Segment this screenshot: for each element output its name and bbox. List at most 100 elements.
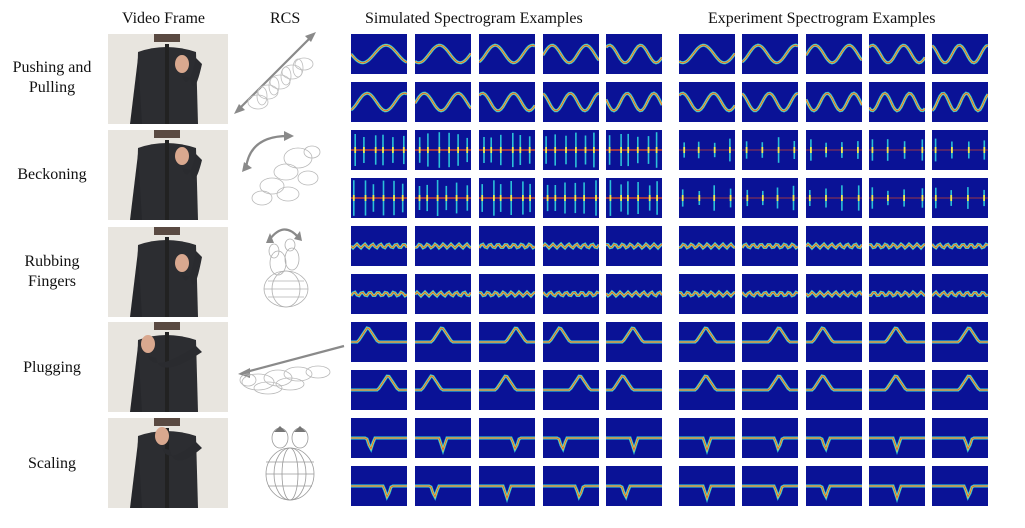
experiment-spectrogram bbox=[932, 34, 988, 74]
row-label-rubbing-fingers: Rubbing Fingers bbox=[4, 252, 100, 292]
simulated-spectrogram bbox=[543, 34, 599, 74]
row-label-pushing-pulling: Pushing and Pulling bbox=[4, 58, 100, 98]
video-frame-photo bbox=[108, 34, 228, 124]
row-label-scaling: Scaling bbox=[4, 454, 100, 474]
rcs-model-plugging bbox=[228, 322, 348, 412]
experiment-spectrogram bbox=[869, 274, 925, 314]
simulated-spectrogram bbox=[351, 130, 407, 170]
row-label-line: Scaling bbox=[28, 455, 76, 472]
experiment-spectrogram bbox=[679, 34, 735, 74]
simulated-spectrogram bbox=[543, 418, 599, 458]
experiment-spectrogram bbox=[806, 130, 862, 170]
experiment-spectrogram bbox=[932, 130, 988, 170]
rcs-model-rubbing bbox=[228, 223, 348, 313]
simulated-spectrogram bbox=[606, 274, 662, 314]
video-frame-photo bbox=[108, 130, 228, 220]
experiment-spectrogram bbox=[932, 322, 988, 362]
simulated-spectrogram bbox=[479, 466, 535, 506]
experiment-spectrogram bbox=[869, 82, 925, 122]
experiment-spectrogram bbox=[806, 82, 862, 122]
experiment-spectrogram bbox=[869, 370, 925, 410]
simulated-spectrogram bbox=[415, 370, 471, 410]
simulated-spectrogram bbox=[351, 226, 407, 266]
experiment-spectrogram bbox=[679, 418, 735, 458]
experiment-spectrogram bbox=[932, 466, 988, 506]
experiment-spectrogram bbox=[806, 34, 862, 74]
experiment-spectrogram bbox=[742, 322, 798, 362]
experiment-spectrogram bbox=[932, 274, 988, 314]
experiment-spectrogram bbox=[932, 82, 988, 122]
simulated-spectrogram bbox=[543, 226, 599, 266]
simulated-spectrogram bbox=[543, 322, 599, 362]
experiment-spectrogram bbox=[742, 226, 798, 266]
experiment-spectrogram bbox=[932, 370, 988, 410]
simulated-spectrogram bbox=[415, 226, 471, 266]
simulated-spectrogram bbox=[479, 178, 535, 218]
simulated-spectrogram bbox=[415, 130, 471, 170]
row-label-line: Pushing and bbox=[12, 59, 92, 76]
simulated-spectrogram bbox=[606, 226, 662, 266]
simulated-spectrogram bbox=[606, 466, 662, 506]
simulated-spectrogram bbox=[479, 34, 535, 74]
header-simulated: Simulated Spectrogram Examples bbox=[365, 10, 583, 27]
video-frame-photo bbox=[108, 227, 228, 317]
experiment-spectrogram bbox=[742, 274, 798, 314]
simulated-spectrogram bbox=[543, 130, 599, 170]
experiment-spectrogram bbox=[806, 178, 862, 218]
simulated-spectrogram bbox=[606, 34, 662, 74]
simulated-spectrogram bbox=[479, 274, 535, 314]
experiment-spectrogram bbox=[806, 418, 862, 458]
row-label-line: Pulling bbox=[28, 79, 76, 96]
experiment-spectrogram bbox=[679, 322, 735, 362]
experiment-spectrogram bbox=[679, 226, 735, 266]
experiment-spectrogram bbox=[806, 322, 862, 362]
row-label-line: Fingers bbox=[28, 273, 76, 290]
experiment-spectrogram bbox=[679, 178, 735, 218]
rcs-model-scaling bbox=[228, 418, 348, 508]
simulated-spectrogram bbox=[606, 322, 662, 362]
person-figure bbox=[108, 418, 228, 508]
experiment-spectrogram bbox=[679, 274, 735, 314]
simulated-spectrogram bbox=[415, 466, 471, 506]
simulated-spectrogram bbox=[415, 34, 471, 74]
experiment-spectrogram bbox=[742, 178, 798, 218]
row-label-beckoning: Beckoning bbox=[4, 165, 100, 185]
experiment-spectrogram bbox=[679, 370, 735, 410]
simulated-spectrogram bbox=[415, 274, 471, 314]
simulated-spectrogram bbox=[479, 322, 535, 362]
experiment-spectrogram bbox=[679, 130, 735, 170]
experiment-spectrogram bbox=[742, 370, 798, 410]
simulated-spectrogram bbox=[479, 82, 535, 122]
experiment-spectrogram bbox=[679, 82, 735, 122]
simulated-spectrogram bbox=[479, 130, 535, 170]
simulated-spectrogram bbox=[415, 178, 471, 218]
simulated-spectrogram bbox=[351, 418, 407, 458]
rcs-model-beckoning bbox=[228, 128, 348, 218]
experiment-spectrogram bbox=[869, 130, 925, 170]
simulated-spectrogram bbox=[415, 322, 471, 362]
person-figure bbox=[108, 322, 228, 412]
experiment-spectrogram bbox=[869, 322, 925, 362]
experiment-spectrogram bbox=[869, 226, 925, 266]
simulated-spectrogram bbox=[351, 274, 407, 314]
header-experiment: Experiment Spectrogram Examples bbox=[708, 10, 936, 27]
experiment-spectrogram bbox=[932, 178, 988, 218]
simulated-spectrogram bbox=[543, 274, 599, 314]
simulated-spectrogram bbox=[479, 226, 535, 266]
simulated-spectrogram bbox=[479, 418, 535, 458]
simulated-spectrogram bbox=[415, 82, 471, 122]
experiment-spectrogram bbox=[806, 274, 862, 314]
simulated-spectrogram bbox=[351, 82, 407, 122]
experiment-spectrogram bbox=[806, 370, 862, 410]
experiment-spectrogram bbox=[806, 466, 862, 506]
simulated-spectrogram bbox=[606, 370, 662, 410]
row-label-line: Plugging bbox=[23, 359, 81, 376]
experiment-spectrogram bbox=[742, 82, 798, 122]
experiment-spectrogram bbox=[742, 418, 798, 458]
simulated-spectrogram bbox=[606, 418, 662, 458]
simulated-spectrogram bbox=[606, 178, 662, 218]
experiment-spectrogram bbox=[932, 226, 988, 266]
simulated-spectrogram bbox=[606, 82, 662, 122]
simulated-spectrogram bbox=[415, 418, 471, 458]
experiment-spectrogram bbox=[806, 226, 862, 266]
